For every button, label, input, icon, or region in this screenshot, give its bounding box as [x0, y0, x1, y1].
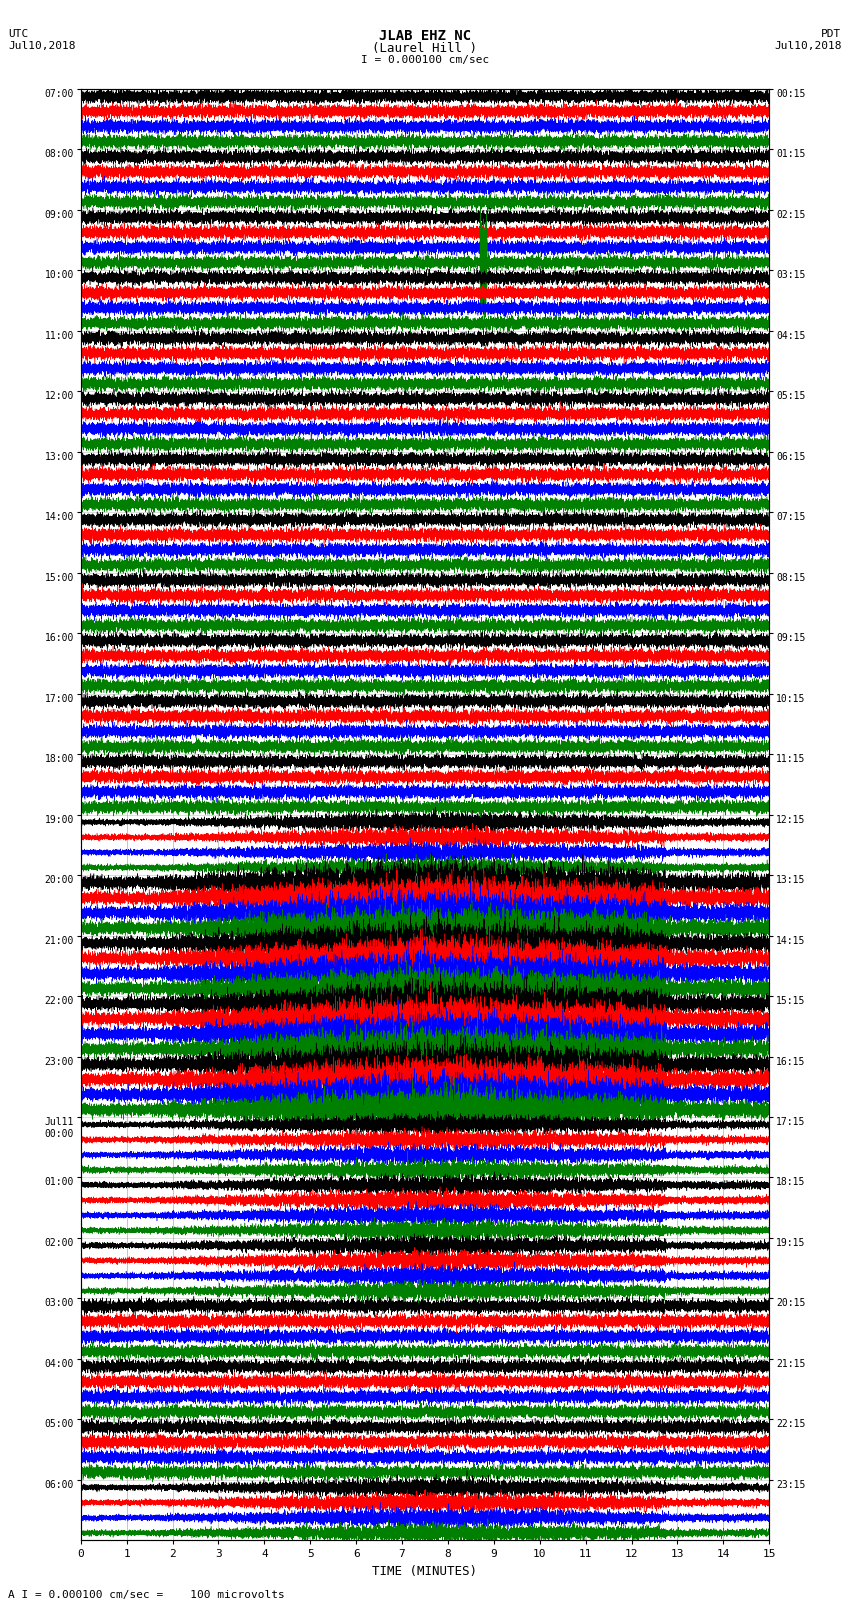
Text: PDT
Jul10,2018: PDT Jul10,2018	[774, 29, 842, 50]
Text: (Laurel Hill ): (Laurel Hill )	[372, 42, 478, 55]
Text: A I = 0.000100 cm/sec =    100 microvolts: A I = 0.000100 cm/sec = 100 microvolts	[8, 1590, 286, 1600]
X-axis label: TIME (MINUTES): TIME (MINUTES)	[372, 1565, 478, 1578]
Text: JLAB EHZ NC: JLAB EHZ NC	[379, 29, 471, 44]
Text: UTC
Jul10,2018: UTC Jul10,2018	[8, 29, 76, 50]
Text: I = 0.000100 cm/sec: I = 0.000100 cm/sec	[361, 55, 489, 65]
